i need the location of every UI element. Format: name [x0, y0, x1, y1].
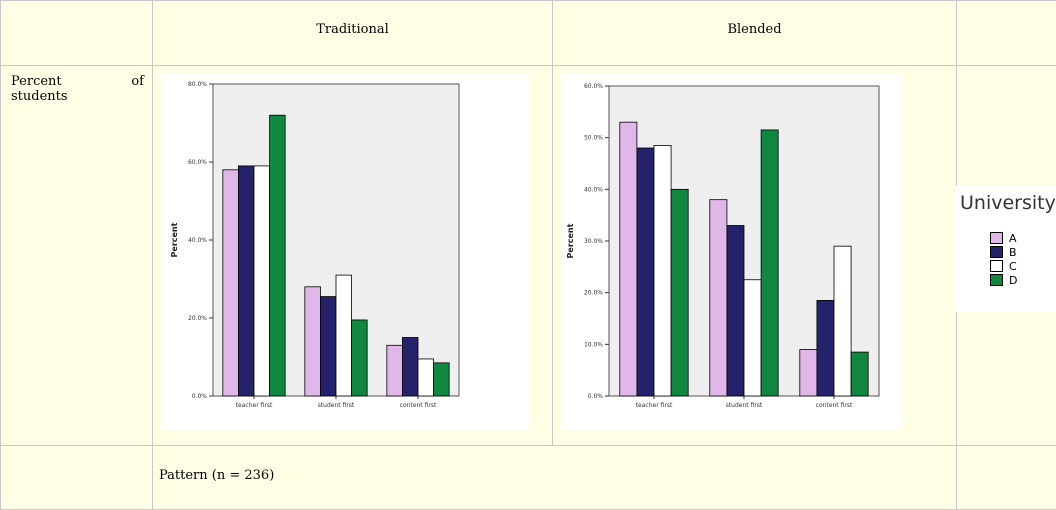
header-row: Traditional Blended: [1, 1, 1056, 66]
x-tick-label: content first: [400, 402, 437, 409]
header-traditional: Traditional: [153, 1, 552, 37]
header-cell-traditional: Traditional: [153, 1, 553, 66]
bar-c: [418, 359, 434, 396]
bar-d: [761, 130, 778, 396]
bar-c: [336, 275, 352, 396]
chart-cell-blended: 0.0% 10.0% 20.0% 30.0% 40.0% 50.0% 60.0% Percen…: [553, 66, 957, 446]
legend-item-a: A: [990, 231, 1017, 245]
y-axis-label: Percent: [170, 222, 179, 257]
row-label-cell: Percent of students: [1, 66, 153, 446]
pattern-caption: Pattern (n = 236): [153, 446, 956, 483]
x-tick-label: student first: [318, 402, 355, 409]
x-tick-label: student first: [726, 402, 763, 409]
bar-d: [851, 352, 868, 396]
x-tick-label: teacher first: [636, 402, 673, 409]
bar-d: [270, 115, 286, 396]
row-label-word-of: of: [131, 74, 144, 89]
x-tick-label: content first: [816, 402, 853, 409]
bar-b: [402, 338, 418, 397]
bar-a: [223, 170, 239, 396]
bar-a: [305, 287, 321, 396]
bar-a: [710, 200, 727, 396]
empty-footer-cell-right: [957, 446, 1056, 510]
bar-c: [254, 166, 270, 396]
y-axis-label: Percent: [566, 223, 575, 258]
empty-corner-cell: [1, 1, 153, 66]
row-label-word-percent: Percent: [11, 74, 62, 89]
row-label-line1: Percent of: [1, 66, 152, 89]
footer-row: Pattern (n = 236): [1, 446, 1056, 510]
bar-b: [817, 300, 834, 396]
y-tick-label: 60.0%: [188, 159, 207, 166]
y-tick-label: 20.0%: [584, 290, 603, 297]
y-tick-label: 60.0%: [584, 83, 603, 90]
footer-cell: Pattern (n = 236): [153, 446, 957, 510]
bar-c: [654, 145, 671, 396]
header-blended: Blended: [553, 1, 956, 37]
legend-item-c: C: [990, 259, 1017, 273]
bar-c: [834, 246, 851, 396]
y-tick-label: 50.0%: [584, 135, 603, 142]
legend-label-c: C: [1009, 260, 1017, 273]
legend-item-d: D: [990, 273, 1017, 287]
chart-cell-traditional: 0.0% 20.0% 40.0% 60.0% 80.0% Percent teacher f…: [153, 66, 553, 446]
row-label-word-students: students: [1, 89, 152, 104]
bar-d: [434, 363, 450, 396]
legend-title: University: [960, 192, 1056, 214]
legend-item-b: B: [990, 245, 1017, 259]
legend-swatch-a: [990, 232, 1003, 244]
bar-b: [727, 226, 744, 397]
legend-label-d: D: [1009, 274, 1017, 287]
empty-footer-cell: [1, 446, 153, 510]
bar-a: [620, 122, 637, 396]
y-tick-label: 40.0%: [188, 237, 207, 244]
legend-swatch-b: [990, 246, 1003, 258]
bar-b: [320, 297, 336, 396]
bar-d: [352, 320, 368, 396]
blended-bar-chart: 0.0% 10.0% 20.0% 30.0% 40.0% 50.0% 60.0% Percen…: [553, 66, 957, 441]
bar-b: [238, 166, 254, 396]
y-tick-label: 0.0%: [588, 393, 604, 400]
bar-d: [671, 189, 688, 396]
legend-swatch-d: [990, 274, 1003, 286]
y-tick-label: 30.0%: [584, 238, 603, 245]
y-tick-label: 40.0%: [584, 186, 603, 193]
traditional-bar-chart: 0.0% 20.0% 40.0% 60.0% 80.0% Percent teacher f…: [153, 66, 553, 441]
legend-label-b: B: [1009, 246, 1017, 259]
header-cell-blended: Blended: [553, 1, 957, 66]
legend-label-a: A: [1009, 232, 1017, 245]
y-tick-label: 80.0%: [188, 81, 207, 88]
legend-swatch-c: [990, 260, 1003, 272]
chart-row: Percent of students 0.0% 20.0% 40.0% 60.0% 8…: [1, 66, 1056, 446]
empty-header-cell: [957, 1, 1056, 66]
bar-a: [800, 350, 817, 397]
bar-c: [744, 280, 761, 396]
y-tick-label: 20.0%: [188, 315, 207, 322]
university-legend: University A B C D: [956, 186, 1056, 312]
y-tick-label: 0.0%: [192, 393, 208, 400]
x-tick-label: teacher first: [236, 402, 273, 409]
bar-a: [387, 345, 403, 396]
bar-b: [637, 148, 654, 396]
y-tick-label: 10.0%: [584, 341, 603, 348]
